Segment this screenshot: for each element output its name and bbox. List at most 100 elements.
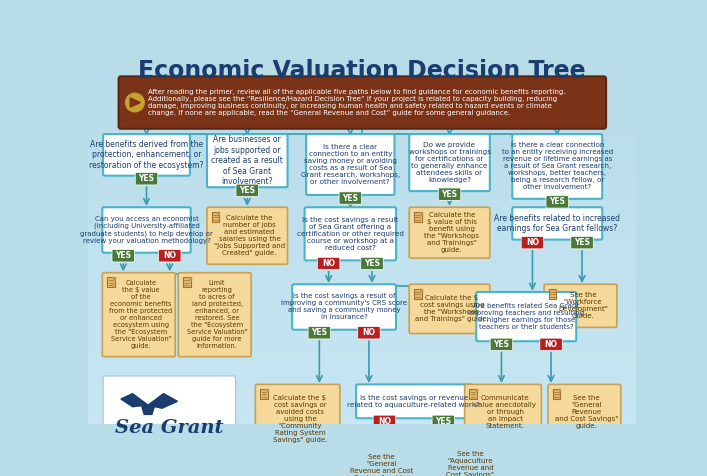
Text: NO: NO [378,417,391,426]
FancyBboxPatch shape [414,212,421,222]
Text: See the
"General
Revenue
and Cost Savings"
guide.: See the "General Revenue and Cost Saving… [555,395,619,429]
Text: Sea Grant: Sea Grant [115,419,223,437]
Text: YES: YES [115,251,132,260]
Text: NO: NO [163,251,176,260]
Text: YES: YES [574,238,590,247]
Text: Calculate
the $ value
of the
economic benefits
from the protected
or enhanced
ec: Calculate the $ value of the economic be… [110,280,173,349]
FancyBboxPatch shape [183,278,191,288]
Text: Are benefits related to increased
earnings for Sea Grant fellows?: Are benefits related to increased earnin… [494,214,620,233]
Polygon shape [188,278,191,279]
FancyBboxPatch shape [361,258,383,269]
Text: YES: YES [364,259,380,268]
FancyBboxPatch shape [317,258,340,269]
Circle shape [126,93,144,112]
Text: YES: YES [139,174,155,183]
Polygon shape [217,212,219,214]
FancyBboxPatch shape [158,249,181,262]
Text: NO: NO [363,328,375,337]
Text: Economic Valuation Decision Tree: Economic Valuation Decision Tree [138,59,586,83]
Text: YES: YES [436,417,451,426]
FancyBboxPatch shape [207,207,288,264]
FancyBboxPatch shape [119,76,606,129]
Text: After reading the primer, review all of the applicable five paths below to find : After reading the primer, review all of … [148,89,566,116]
Text: NO: NO [526,238,539,247]
FancyBboxPatch shape [211,212,219,222]
FancyBboxPatch shape [544,284,617,327]
FancyBboxPatch shape [513,134,602,199]
FancyBboxPatch shape [513,207,602,239]
Text: NO: NO [322,259,335,268]
Text: Is the cost savings a result of
improving a community's CRS score
and saving a c: Is the cost savings a result of improvin… [281,294,407,320]
Text: Calculate the $
cost savings using
the "Workshops
and Trainings" guide.: Calculate the $ cost savings using the "… [415,296,489,322]
Text: Are businesses or
jobs supported or
created as a result
of Sea Grant
involvement: Are businesses or jobs supported or crea… [211,135,284,186]
FancyBboxPatch shape [546,196,568,208]
Polygon shape [558,389,561,391]
Polygon shape [474,389,477,391]
FancyBboxPatch shape [135,173,158,185]
Polygon shape [148,394,177,408]
Text: Calculate the $
cost savings or
avoided costs
using the
"Community
Rating System: Calculate the $ cost savings or avoided … [273,395,327,443]
FancyBboxPatch shape [255,384,340,453]
FancyBboxPatch shape [103,273,175,357]
Polygon shape [419,212,421,214]
Text: Calculate the
number of jobs
and estimated
salaries using the
"Jobs Supported an: Calculate the number of jobs and estimat… [214,215,285,256]
FancyBboxPatch shape [409,207,490,258]
FancyBboxPatch shape [548,384,621,440]
Text: See the
"Aquaculture
Revenue and
Cost Savings"
guide: See the "Aquaculture Revenue and Cost Sa… [446,450,494,476]
FancyBboxPatch shape [571,237,593,249]
FancyBboxPatch shape [464,384,542,440]
FancyBboxPatch shape [553,389,561,399]
FancyBboxPatch shape [356,384,472,418]
FancyBboxPatch shape [409,284,490,334]
Text: Limit
reporting
to acres of
land protected,
enhanced, or
restored. See
the "Ecos: Limit reporting to acres of land protect… [187,280,247,349]
Text: YES: YES [239,186,255,195]
Text: YES: YES [549,198,566,207]
Text: Communicate
value anecdotally
or through
an Impact
Statement.: Communicate value anecdotally or through… [474,395,537,429]
FancyBboxPatch shape [292,284,396,330]
FancyBboxPatch shape [112,249,134,262]
FancyBboxPatch shape [373,415,396,427]
FancyBboxPatch shape [438,188,461,200]
FancyBboxPatch shape [339,442,419,476]
Text: YES: YES [311,328,327,337]
Text: Do we provide
workshops or trainings
for certifications or
to generally enhance
: Do we provide workshops or trainings for… [409,142,491,183]
FancyBboxPatch shape [414,289,421,299]
Text: Are benefits derived from the
protection, enhancement, or
restoration of the eco: Are benefits derived from the protection… [89,140,204,170]
FancyBboxPatch shape [339,192,361,204]
Text: Are benefits related Sea Grant
improving teachers and resulting
in higher earnin: Are benefits related Sea Grant improving… [468,303,584,330]
FancyBboxPatch shape [409,134,490,191]
FancyBboxPatch shape [540,338,562,350]
Text: Is there a clear
connection to an entity
saving money or avoiding
costs as a res: Is there a clear connection to an entity… [300,144,400,185]
Text: Calculate the
$ value of this
benefit using
the "Workshops
and Trainings"
guide.: Calculate the $ value of this benefit us… [424,212,479,253]
FancyBboxPatch shape [344,447,351,457]
FancyBboxPatch shape [308,327,331,339]
Text: See the
"Workforce
Development"
Guide.: See the "Workforce Development" Guide. [558,292,608,319]
Text: YES: YES [493,340,510,349]
Polygon shape [554,289,556,291]
Polygon shape [438,447,440,449]
FancyBboxPatch shape [260,389,268,399]
FancyBboxPatch shape [178,273,251,357]
Polygon shape [112,278,115,279]
Text: Is the cost savings a result
of Sea Grant offering a
certification or other requ: Is the cost savings a result of Sea Gran… [297,217,404,251]
Text: YES: YES [342,194,358,202]
FancyBboxPatch shape [103,134,190,176]
FancyBboxPatch shape [428,442,508,476]
FancyBboxPatch shape [207,134,288,187]
FancyBboxPatch shape [305,207,396,260]
FancyBboxPatch shape [107,278,115,288]
FancyBboxPatch shape [103,376,235,454]
Text: NO: NO [544,340,558,349]
Polygon shape [121,394,148,407]
FancyBboxPatch shape [433,447,440,457]
Text: Is there a clear connection
to an entity receiving increased
revenue or lifetime: Is there a clear connection to an entity… [502,142,613,190]
FancyBboxPatch shape [521,237,544,249]
Text: See the
"General
Revenue and Cost
Savings" guide.: See the "General Revenue and Cost Saving… [350,454,413,476]
Polygon shape [130,98,140,107]
FancyBboxPatch shape [103,207,191,253]
FancyBboxPatch shape [306,134,395,195]
Text: Can you access an economist
(including University-affiliated
graduate students) : Can you access an economist (including U… [80,216,213,244]
FancyBboxPatch shape [236,184,259,197]
FancyBboxPatch shape [549,289,556,299]
FancyBboxPatch shape [469,389,477,399]
